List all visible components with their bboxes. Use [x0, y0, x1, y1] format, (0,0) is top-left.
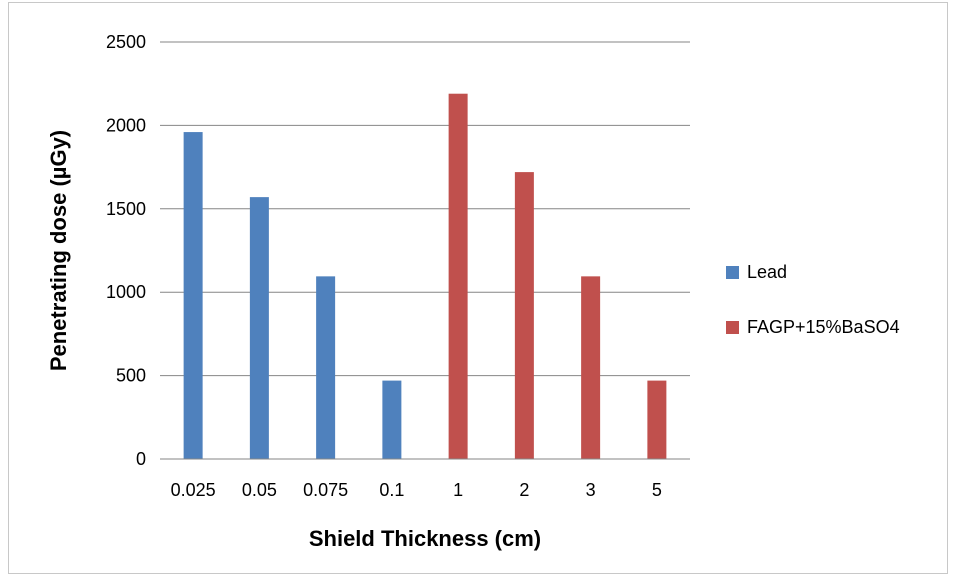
- x-tick-label: 3: [586, 480, 596, 500]
- x-tick-label: 2: [519, 480, 529, 500]
- chart-frame: [8, 2, 948, 574]
- x-tick-labels: 0.025 0.05 0.075 0.1 1 2 3 5: [171, 480, 662, 500]
- y-tick-label: 2500: [106, 32, 146, 52]
- bar-fagp-1: [448, 93, 468, 459]
- bars: [183, 93, 667, 459]
- bar-fagp-5: [647, 380, 667, 459]
- bar-lead-0.075: [316, 276, 336, 459]
- y-tick-label: 1000: [106, 282, 146, 302]
- bar-fagp-3: [581, 276, 601, 459]
- x-tick-label: 5: [652, 480, 662, 500]
- y-tick-label: 0: [136, 449, 146, 469]
- bar-fagp-2: [514, 172, 534, 459]
- legend-label: Lead: [747, 262, 787, 282]
- y-tick-labels: 0 500 1000 1500 2000 2500: [106, 32, 146, 469]
- bar-lead-0.1: [382, 380, 402, 459]
- x-tick-label: 0.025: [171, 480, 216, 500]
- y-axis-title: Penetrating dose (µGy): [46, 130, 71, 371]
- legend-swatch: [726, 321, 739, 334]
- x-tick-label: 1: [453, 480, 463, 500]
- legend: Lead FAGP+15%BaSO4: [726, 262, 900, 337]
- bar-lead-0.05: [249, 197, 269, 459]
- grid-lines: [160, 41, 690, 377]
- legend-label: FAGP+15%BaSO4: [747, 317, 900, 337]
- x-tick-label: 0.1: [379, 480, 404, 500]
- y-tick-label: 2000: [106, 115, 146, 135]
- legend-swatch: [726, 266, 739, 279]
- bar-lead-0.025: [183, 132, 203, 459]
- x-axis-title: Shield Thickness (cm): [309, 526, 541, 551]
- x-tick-label: 0.05: [242, 480, 277, 500]
- y-tick-label: 1500: [106, 199, 146, 219]
- y-tick-label: 500: [116, 366, 146, 386]
- x-tick-label: 0.075: [303, 480, 348, 500]
